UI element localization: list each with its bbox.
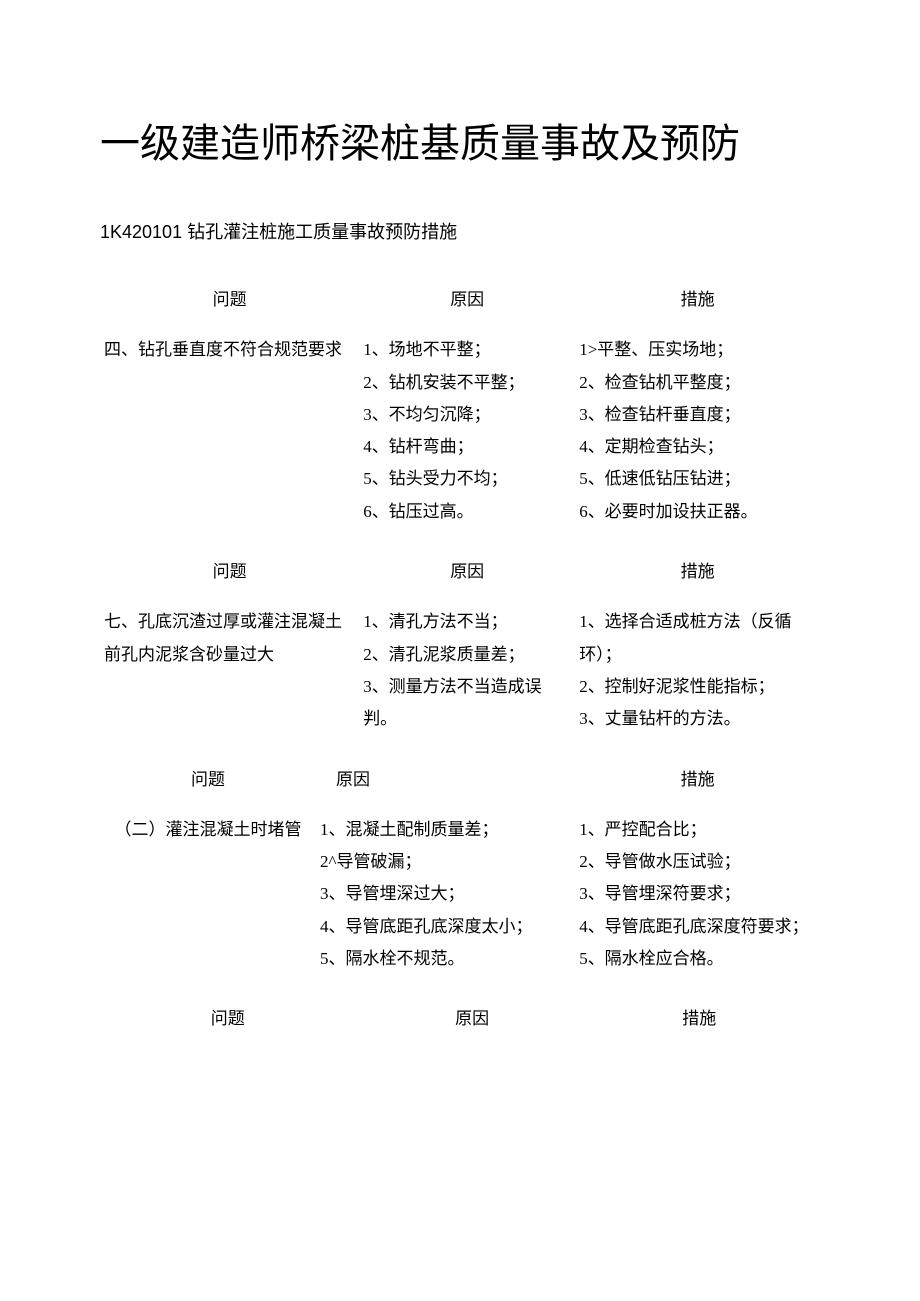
cause-cell: 1、场地不平整； 2、钻机安装不平整； 3、不均匀沉降； 4、钻杆弯曲； 5、钻… (359, 334, 575, 528)
col-header-problem: 问题 (100, 764, 316, 814)
problem-cell: （二）灌注混凝土时堵管 (100, 814, 316, 975)
problem-cell: 七、孔底沉渣过厚或灌注混凝土前孔内泥浆含砂量过大 (100, 606, 359, 735)
col-header-measure: 措施 (575, 556, 820, 606)
col-header-problem: 问题 (100, 1003, 356, 1035)
cause-cell: 1、清孔方法不当； 2、清孔泥浆质量差； 3、测量方法不当造成误判。 (359, 606, 575, 735)
col-header-cause: 原因 (316, 764, 575, 814)
document-page: 一级建造师桥梁桩基质量事故及预防 1K420101 钻孔灌注桩施工质量事故预防措… (0, 0, 920, 1096)
measure-cell: 1>平整、压实场地； 2、检查钻机平整度； 3、检查钻杆垂直度； 4、定期检查钻… (575, 334, 820, 528)
main-title: 一级建造师桥梁桩基质量事故及预防 (100, 110, 820, 178)
col-header-problem: 问题 (100, 556, 359, 606)
col-header-problem: 问题 (100, 284, 359, 334)
col-header-cause: 原因 (359, 556, 575, 606)
col-header-measure: 措施 (579, 1003, 820, 1035)
problem-table-1: 问题 原因 措施 四、钻孔垂直度不符合规范要求 1、场地不平整； 2、钻机安装不… (100, 284, 820, 528)
col-header-measure: 措施 (575, 284, 820, 334)
col-header-cause: 原因 (359, 284, 575, 334)
problem-cell: 四、钻孔垂直度不符合规范要求 (100, 334, 359, 528)
measure-cell: 1、选择合适成桩方法（反循环）； 2、控制好泥浆性能指标； 3、丈量钻杆的方法。 (575, 606, 820, 735)
section-heading: 1K420101 钻孔灌注桩施工质量事故预防措施 (100, 218, 820, 244)
measure-cell: 1、严控配合比； 2、导管做水压试验； 3、导管埋深符要求； 4、导管底距孔底深… (575, 814, 820, 975)
col-header-cause: 原因 (356, 1003, 579, 1035)
cause-cell: 1、混凝土配制质量差； 2^导管破漏； 3、导管埋深过大； 4、导管底距孔底深度… (316, 814, 575, 975)
trailing-header-row: 问题 原因 措施 (100, 1003, 820, 1035)
col-header-measure: 措施 (575, 764, 820, 814)
problem-table-2: 问题 原因 措施 七、孔底沉渣过厚或灌注混凝土前孔内泥浆含砂量过大 1、清孔方法… (100, 556, 820, 735)
problem-table-3: 问题 原因 措施 （二）灌注混凝土时堵管 1、混凝土配制质量差； 2^导管破漏；… (100, 764, 820, 976)
